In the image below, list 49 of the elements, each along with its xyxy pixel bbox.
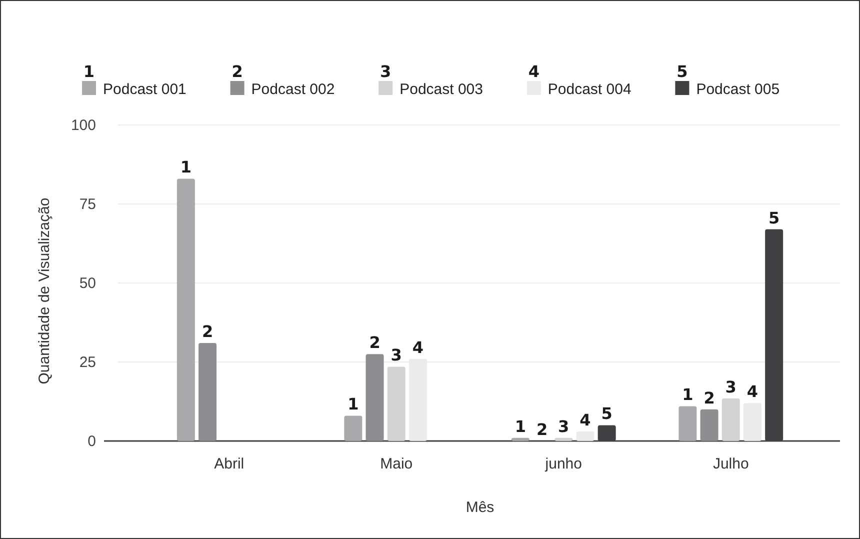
bar — [344, 416, 362, 441]
y-tick-label: 100 — [70, 116, 96, 134]
annotation: 1 — [348, 394, 359, 414]
bar — [366, 354, 384, 441]
x-tick-label: Maio — [380, 456, 413, 473]
legend-label: Podcast 005 — [696, 81, 780, 98]
bar — [576, 432, 594, 441]
annotation: 3 — [558, 416, 570, 436]
legend-label: Podcast 004 — [548, 81, 632, 98]
text: 1 — [83, 62, 95, 81]
bar — [678, 406, 697, 441]
bar — [198, 343, 217, 441]
y-tick-label: 75 — [79, 196, 96, 213]
annotation: 2 — [536, 420, 548, 439]
annotation: 2 — [202, 322, 214, 342]
bar — [722, 398, 740, 441]
annotation: 5 — [768, 208, 780, 228]
y-axis-title: Quantidade de Visualização — [36, 198, 53, 384]
annotation: 5 — [601, 404, 612, 424]
bar — [743, 403, 762, 441]
text: 2 — [232, 62, 243, 81]
bar — [387, 366, 406, 441]
y-tick-label: 0 — [88, 432, 96, 450]
annotation: 3 — [390, 346, 402, 365]
bar — [700, 409, 718, 441]
annotation: 2 — [704, 388, 715, 408]
y-tick-label: 50 — [79, 274, 96, 292]
annotation: 4 — [746, 382, 758, 402]
bar — [176, 178, 195, 441]
bar — [511, 438, 530, 441]
x-tick-label: Abril — [214, 456, 244, 473]
x-tick-label: Julho — [712, 456, 749, 473]
annotation: 1 — [682, 385, 694, 404]
legend-label: Podcast 002 — [251, 81, 335, 98]
annotation: 3 — [725, 377, 736, 396]
text: 3 — [380, 62, 392, 81]
bar — [554, 438, 573, 441]
x-axis-title: Mês — [466, 499, 494, 516]
x-tick-label: junho — [544, 456, 582, 473]
legend-label: Podcast 001 — [103, 81, 186, 98]
annotation: 2 — [369, 333, 380, 352]
annotation: 4 — [580, 410, 591, 430]
annotation: 4 — [412, 338, 424, 357]
y-tick-label: 25 — [79, 354, 96, 371]
annotation: 1 — [180, 158, 192, 177]
text: 5 — [676, 62, 688, 81]
annotation: 1 — [514, 416, 526, 436]
text: 4 — [528, 62, 540, 81]
legend-label: Podcast 003 — [400, 81, 484, 98]
